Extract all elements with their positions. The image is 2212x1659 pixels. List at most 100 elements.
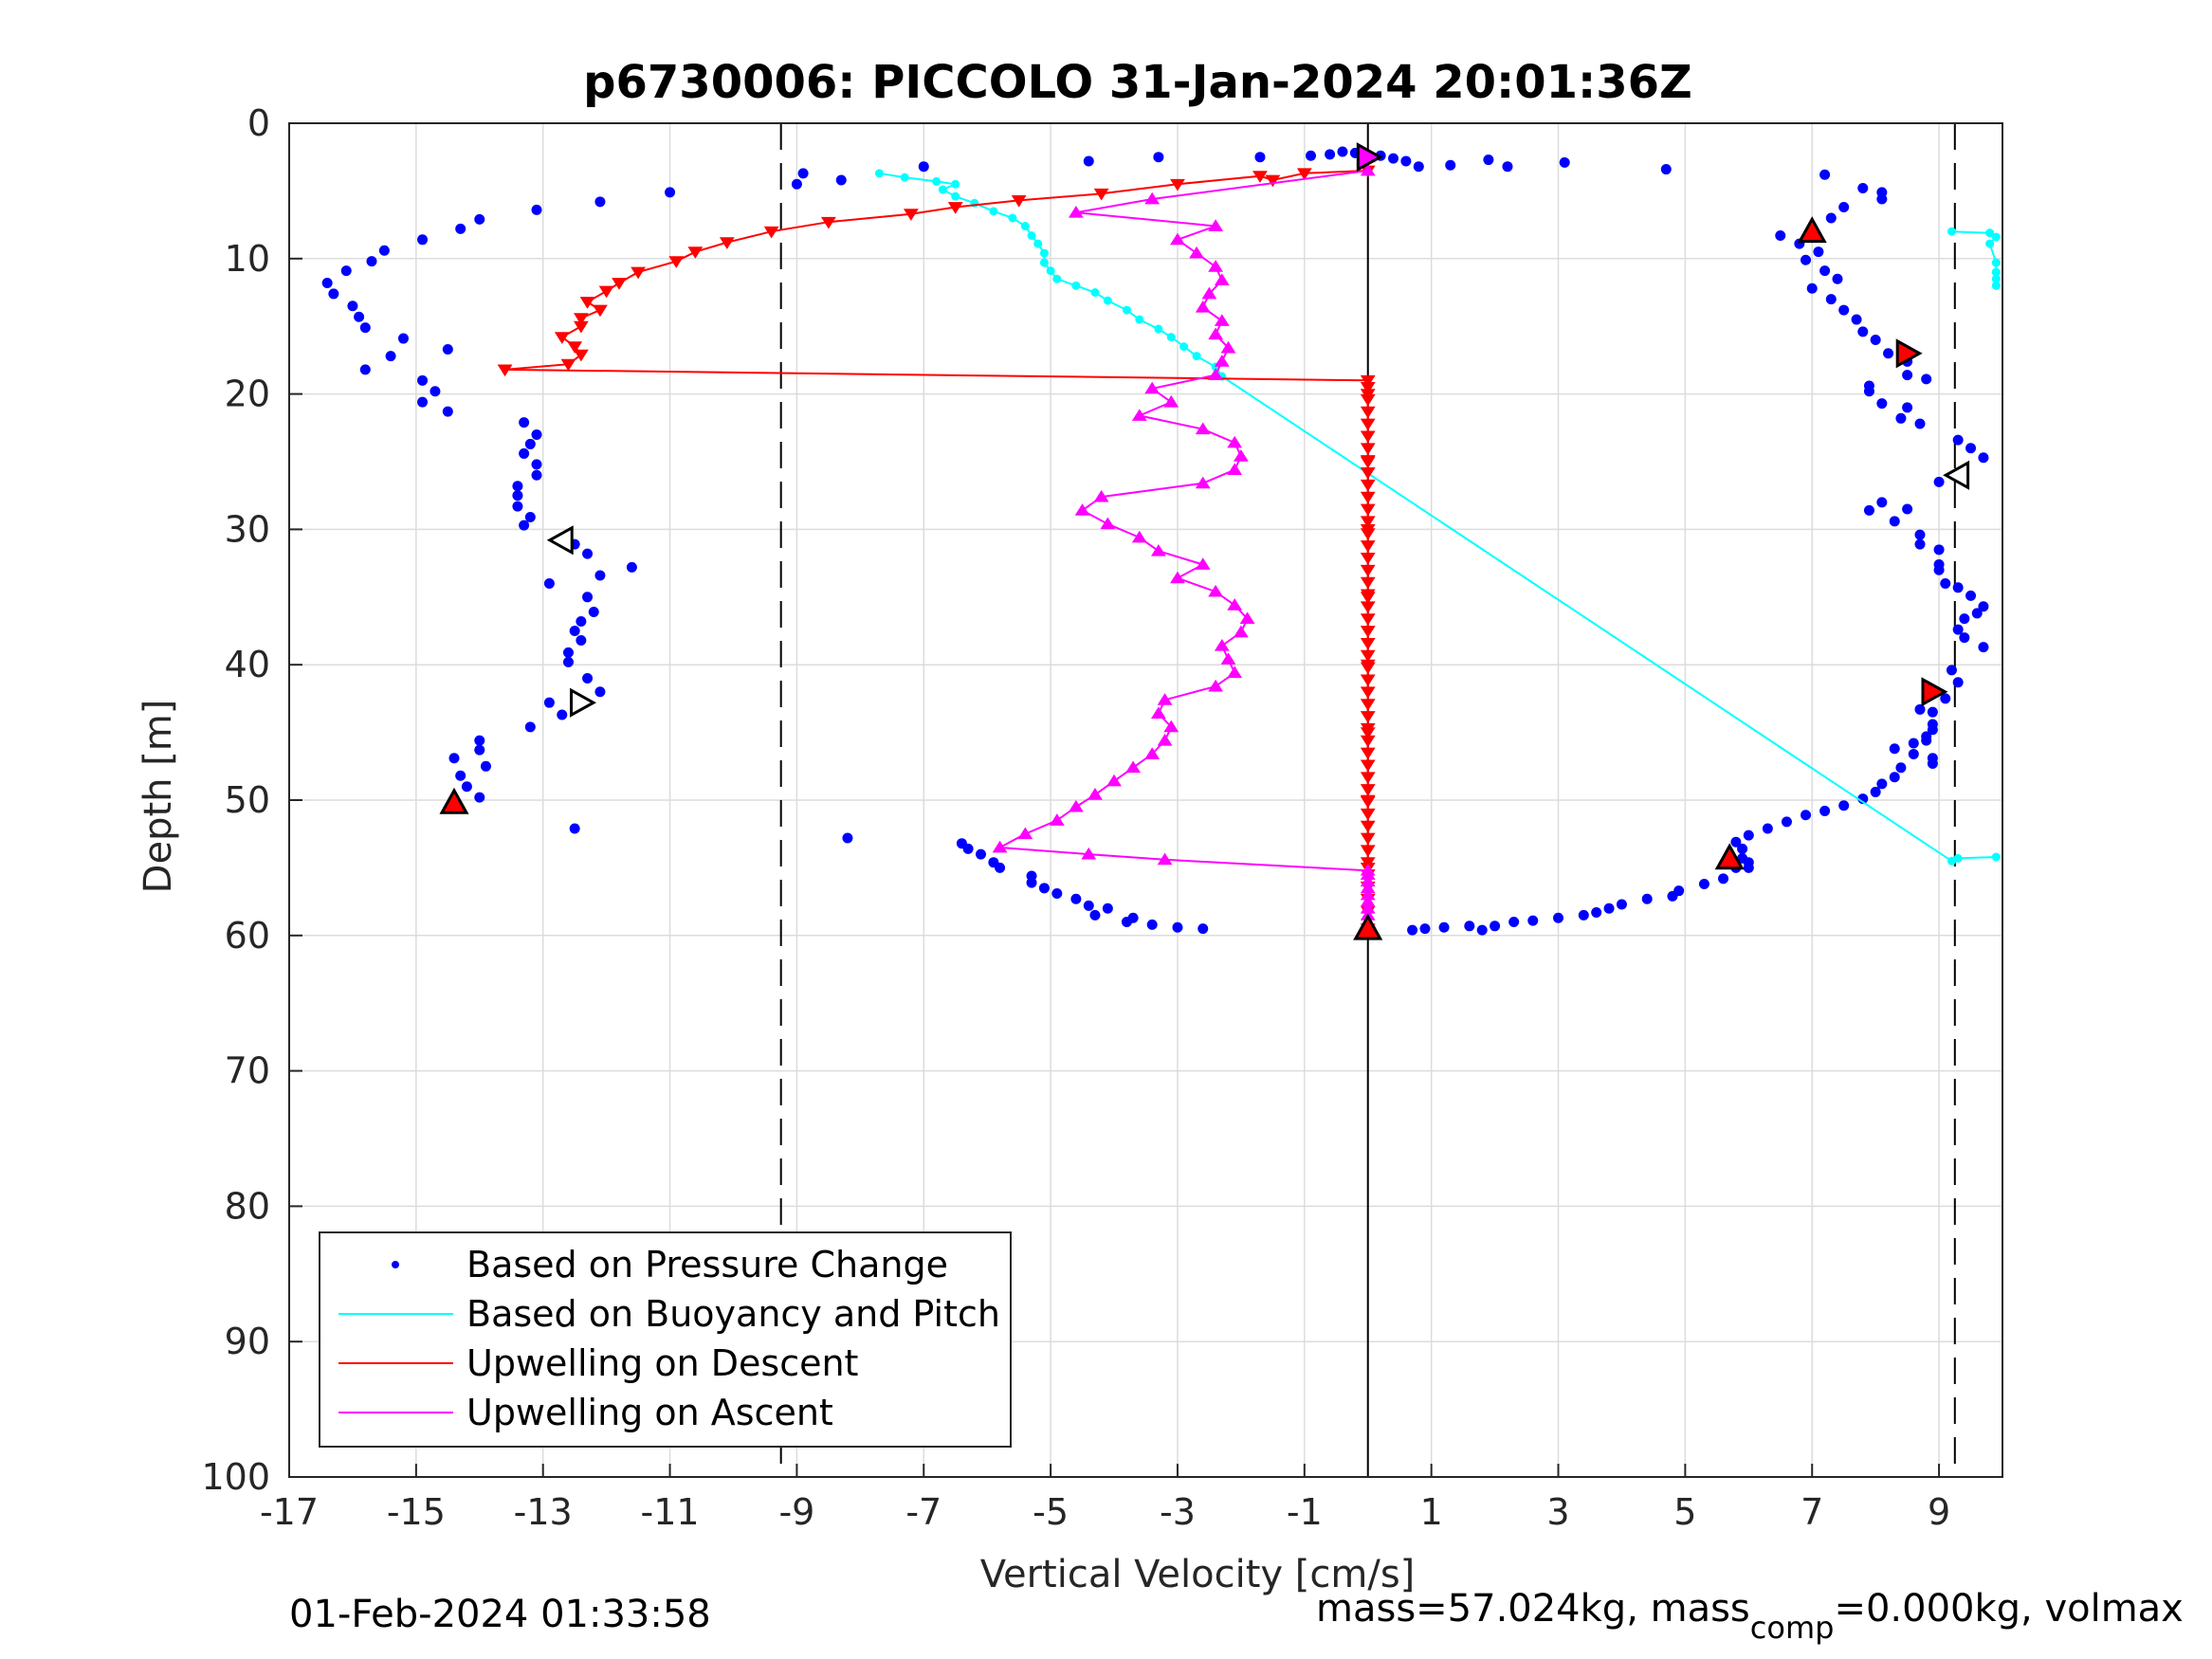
ascent-upwelling-point [1125,760,1142,774]
ascent-upwelling-point [1144,381,1161,394]
pressure-change-point [1876,778,1888,790]
pressure-change-point [1819,805,1831,816]
pressure-change-point [1083,155,1094,167]
ascent-upwelling-point [1088,788,1103,800]
descent-upwelling-point [1360,443,1376,455]
pressure-change-point [1419,923,1431,935]
buoyancy-pitch-point [1103,296,1112,305]
ascent-upwelling-point [1093,489,1109,502]
pressure-change-point [962,843,974,854]
pressure-change-point [1902,370,1913,381]
y-axis-ticks: 0 10 20 30 40 50 60 70 80 90 100 [201,102,302,1498]
x-tick-label: 1 [1420,1491,1443,1533]
descent-upwelling-point [668,256,685,268]
y-tick-label: 50 [225,779,270,821]
pressure-change-point [1325,149,1336,160]
pressure-change-point [1476,924,1488,936]
buoyancy-pitch-point [1953,853,1963,863]
pressure-change-point [1908,738,1919,749]
legend-label-buoyancy: Based on Buoyancy and Pitch [466,1293,1000,1335]
descent-upwelling-point [631,266,646,280]
highlight-marker [1797,216,1827,244]
ascent-upwelling-point [1157,852,1173,866]
pressure-change-point [1927,719,1938,730]
pressure-change-point [1965,443,1977,454]
pressure-change-point [1927,757,1938,769]
x-tick-label: 5 [1673,1491,1696,1533]
pressure-change-point [1490,921,1501,932]
x-tick-label: -5 [1033,1491,1069,1533]
pressure-change-point [1857,183,1869,194]
pressure-change-point [1641,893,1653,904]
footer-mass-info: mass=57.024kg, masscomp=0.000kg, volmax [1316,1587,2184,1646]
pressure-change-point [1927,706,1938,718]
descent-upwelling-point [1170,178,1185,191]
pressure-change-point [1737,852,1748,864]
descent-upwelling-point [1360,832,1376,846]
pressure-change-point [1838,202,1850,213]
pressure-change-point [385,351,396,362]
pressure-change-point [474,213,485,225]
ascent-upwelling-point [1074,503,1090,516]
descent-upwelling-point [579,297,595,309]
pressure-change-point [1978,642,1989,653]
highlight-marker [1895,338,1923,369]
pressure-change-point [1407,924,1418,936]
chart-title: p6730006: PICCOLO 31-Jan-2024 20:01:36Z [583,56,1692,109]
pressure-change-point [1553,912,1564,923]
pressure-change-point [1902,503,1913,515]
descent-upwelling-point [1360,711,1376,723]
descent-upwelling-point [573,320,589,334]
pressure-change-point [1673,885,1685,897]
pressure-change-point [512,490,523,501]
ascent-upwelling-point [1150,544,1166,556]
descent-upwelling-point [1360,552,1376,565]
pressure-change-point [1603,902,1615,914]
buoyancy-pitch-point [1071,281,1081,290]
pressure-change-point [791,178,802,190]
ascent-upwelling-point [1163,720,1179,733]
footer-mass-subscript: comp [1750,1610,1835,1646]
pressure-change-point [1838,800,1850,811]
descent-upwelling-point [1360,649,1376,663]
buoyancy-pitch-point [1039,258,1049,267]
buoyancy-pitch-point [1985,228,1995,238]
y-tick-label: 80 [225,1185,270,1227]
descent-upwelling-point [593,304,608,318]
pressure-change-point [1870,334,1881,345]
ascent-upwelling-point [1208,368,1224,381]
pressure-change-point [442,406,453,417]
pressure-change-point [397,333,409,344]
pressure-change-point [918,161,929,173]
x-tick-label: -7 [905,1491,941,1533]
pressure-change-point [1952,677,1964,688]
pressure-change-point [1832,273,1843,284]
pressure-change-point [1921,735,1932,746]
pressure-change-point [1933,559,1945,571]
y-tick-label: 0 [247,102,270,144]
y-axis-label: Depth [m] [137,700,180,894]
ascent-upwelling-point [1106,774,1122,787]
buoyancy-pitch-point [1039,248,1049,258]
pressure-change-point [1908,748,1919,759]
legend-label-ascent: Upwelling on Ascent [466,1392,833,1433]
highlight-marker [546,525,574,556]
highlight-marker [1356,142,1383,173]
footer-mass-suffix: =0.000kg, volmax [1834,1587,2183,1631]
x-tick-label: -11 [641,1491,700,1533]
pressure-change-point [1819,265,1831,277]
pressure-change-point [417,374,429,386]
pressure-change-point [1698,879,1709,890]
descent-upwelling-point [598,285,614,299]
pressure-change-point [594,196,606,208]
pressure-change-point [366,256,377,267]
buoyancy-pitch-point [1052,274,1062,283]
pressure-change-point [1737,843,1748,854]
pressure-change-point [1813,246,1824,258]
pressure-change-point [588,607,599,618]
pressure-change-point [448,753,460,764]
pressure-change-point [524,512,536,523]
pressure-change-point [524,721,536,733]
pressure-change-point [531,459,542,470]
pressure-change-point [1743,862,1754,873]
